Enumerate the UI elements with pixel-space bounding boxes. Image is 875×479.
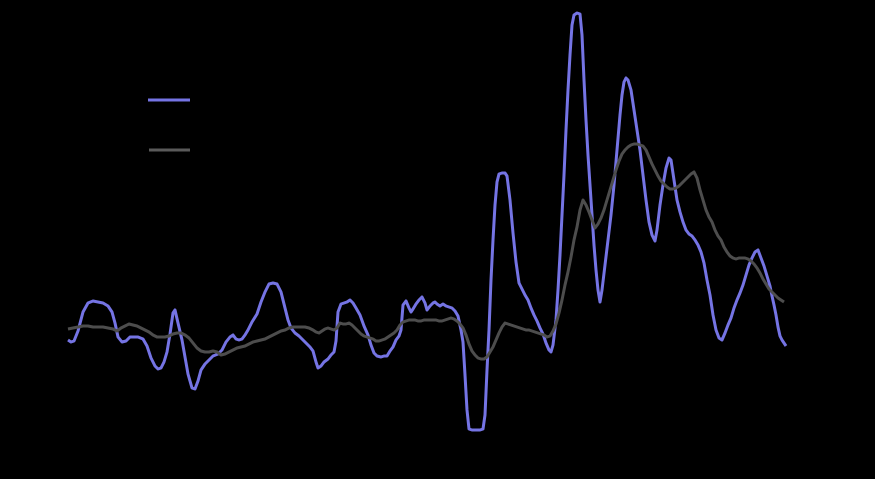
series-2-line — [67, 142, 785, 361]
series-1-line — [67, 11, 788, 432]
